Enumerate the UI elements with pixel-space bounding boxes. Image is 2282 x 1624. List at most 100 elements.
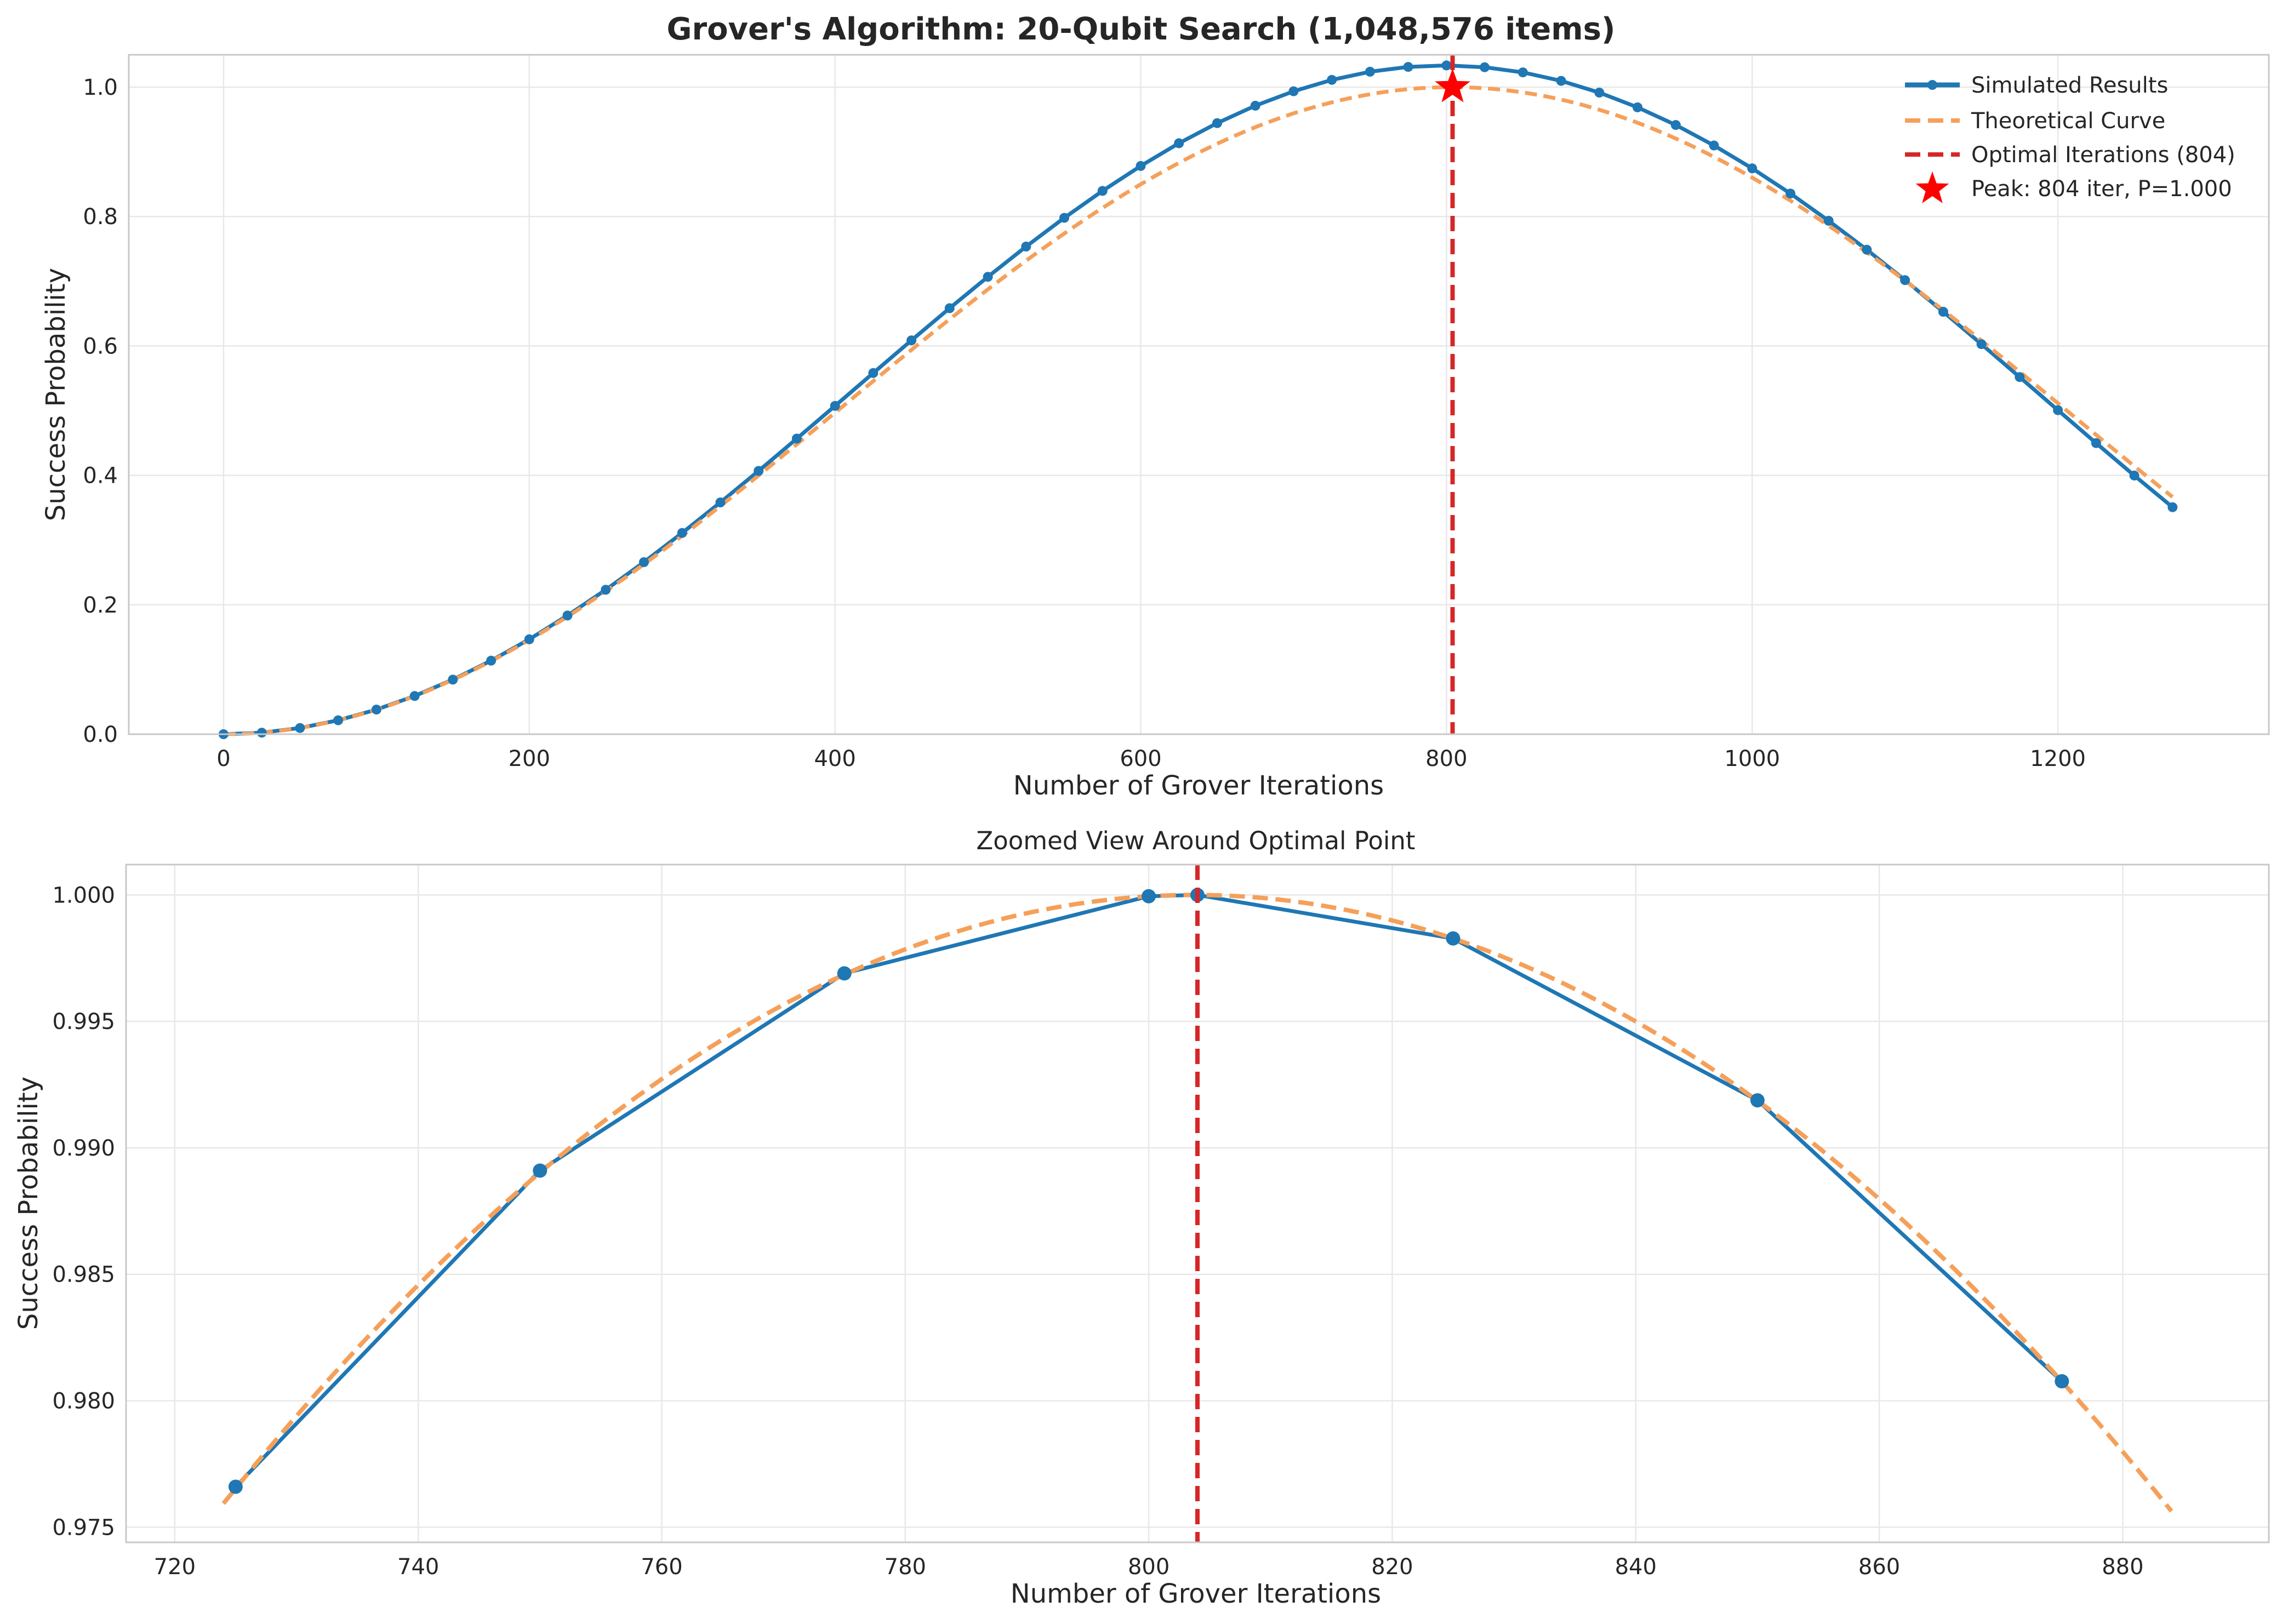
main-plot-y-tick-label: 0.6 [83,334,118,359]
figure-suptitle: Grover's Algorithm: 20-Qubit Search (1,0… [667,12,1616,47]
zoom-plot-ticks: 720 740 760 780 800 820 840 860 880 0.975 0.980 0.9… [52,883,2143,1580]
legend-simulated-marker [1927,80,1937,90]
main-plot-y-tick-label: 0.0 [83,722,118,747]
main-plot-simulated-point [1441,60,1452,71]
main-plot-simulated-point [754,466,764,476]
zoom-plot-series [221,865,2173,1542]
zoom-plot-y-tick-label: 0.990 [52,1136,115,1161]
zoom-plot-x-tick-label: 860 [1858,1554,1900,1580]
legend-simulated-label: Simulated Results [1971,73,2168,98]
main-plot-series [218,55,2178,739]
zoom-plot-y-tick-label: 0.975 [52,1515,115,1540]
main-plot-simulated-point [1823,215,1834,226]
legend-peak-label: Peak: 804 iter, P=1.000 [1971,176,2232,202]
main-plot-x-tick-label: 800 [1425,746,1467,771]
zoom-plot-simulated-point [533,1163,547,1178]
main-plot-simulated-point [1136,161,1146,171]
zoom-plot-panel: Zoomed View Around Optimal Point 720 740 7… [13,826,2270,1609]
legend: Simulated Results Theoretical Curve Opti… [1905,73,2235,203]
legend-item-optimal: Optimal Iterations (804) [1905,142,2235,168]
zoom-plot-simulated-point [837,966,852,981]
main-plot-y-axis-label: Success Probability [41,268,71,521]
zoom-plot-y-tick-label: 0.985 [52,1262,115,1288]
main-plot-simulated-point [1517,67,1528,78]
main-plot-x-tick-label: 200 [509,746,550,771]
zoom-plot-simulated-point [1750,1093,1765,1108]
main-plot-simulated-point [371,705,381,715]
main-plot-simulated-point [562,610,573,621]
main-plot-simulated-point [1594,88,1605,98]
main-plot-frame [128,54,2270,735]
main-plot-simulated-point [256,728,267,738]
main-plot-x-tick-label: 600 [1120,746,1161,771]
main-plot-simulated-point [1633,102,1642,112]
legend-optimal-label: Optimal Iterations (804) [1971,142,2235,168]
zoom-plot-x-tick-label: 800 [1128,1554,1169,1580]
main-plot-y-tick-label: 0.8 [83,204,118,230]
legend-item-theoretical: Theoretical Curve [1905,108,2165,134]
zoom-plot-x-tick-label: 760 [641,1554,682,1580]
zoom-plot-simulated-point [2055,1374,2069,1388]
main-plot-x-tick-label: 1000 [1724,746,1780,771]
main-plot-simulated-point [1288,86,1299,96]
main-plot-simulated-point [868,368,878,378]
main-plot-simulated-point [1785,188,1795,199]
main-plot-simulated-point [1556,76,1566,86]
main-plot-theoretical-curve [223,85,2174,736]
main-plot-simulated-point [1250,100,1260,111]
main-plot-panel: 0 200 400 600 800 1000 12000.00.20.40.60.81.0 … [41,54,2270,801]
main-plot-simulated-point [639,557,649,567]
main-plot-simulated-point [830,401,840,411]
main-plot-simulated-point [524,634,534,644]
main-plot-simulated-point [983,272,993,282]
legend-item-simulated: Simulated Results [1905,73,2168,98]
zoom-plot-x-tick-label: 720 [154,1554,196,1580]
main-plot-simulated-point [601,585,611,595]
main-plot-x-tick-label: 400 [814,746,855,771]
main-plot-simulated-point [944,303,955,313]
main-plot-simulated-point [2129,470,2140,481]
zoom-plot-x-tick-label: 780 [885,1554,926,1580]
main-plot-simulated-point [1670,120,1681,130]
main-plot-ticks: 0 200 400 600 800 1000 1200 0.0 0.2 0.4 0.6 0.8 1.0 [83,75,2086,771]
main-plot-simulated-point [1900,275,1910,285]
main-plot-simulated-point [448,674,458,685]
main-plot-simulated-point [1365,66,1375,77]
main-plot-simulated-point [1021,242,1031,251]
main-plot-simulated-point [1976,339,1987,350]
main-plot-simulated-point [1174,138,1184,148]
main-plot-simulated-point [409,691,420,701]
zoom-plot-y-axis-label: Success Probability [13,1077,44,1330]
main-plot-simulated-point [715,498,726,507]
main-plot-simulated-point [486,655,497,666]
zoom-plot-y-tick-label: 0.995 [52,1009,115,1034]
zoom-plot-title: Zoomed View Around Optimal Point [976,826,1415,855]
zoom-plot-x-tick-label: 840 [1615,1554,1657,1580]
zoom-plot-simulated-point [1142,889,1156,904]
main-plot-simulated-point [791,433,802,444]
zoom-plot-y-tick-label: 1.000 [52,883,115,908]
zoom-plot-x-tick-label: 880 [2102,1554,2143,1580]
main-plot-simulated-point [1480,62,1490,72]
main-plot-y-tick-label: 0.4 [83,464,118,489]
main-plot-simulated-point [1862,244,1872,255]
main-plot-simulated-point [1212,118,1222,128]
zoom-plot-x-tick-label: 820 [1371,1554,1413,1580]
zoom-plot-y-tick-label: 0.980 [52,1389,115,1414]
main-plot-simulated-point [2091,438,2101,448]
main-plot-simulated-point [1938,307,1948,317]
main-plot-simulated-point [2167,502,2178,512]
main-plot-simulated-point [906,335,917,346]
main-plot-simulated-point [333,715,344,725]
main-plot-simulated-point [1403,62,1413,72]
legend-peak-star-icon [1915,171,1949,203]
legend-item-peak: Peak: 804 iter, P=1.000 [1915,171,2232,203]
main-plot-simulated-point [1709,140,1719,151]
main-plot-simulated-point [2015,372,2025,382]
zoom-plot-frame [125,864,2270,1543]
zoom-plot-simulated-point [1446,931,1461,946]
zoom-plot-simulated-point [228,1479,243,1494]
zoom-plot-x-tick-label: 740 [397,1554,439,1580]
main-plot-x-tick-label: 0 [216,746,230,771]
